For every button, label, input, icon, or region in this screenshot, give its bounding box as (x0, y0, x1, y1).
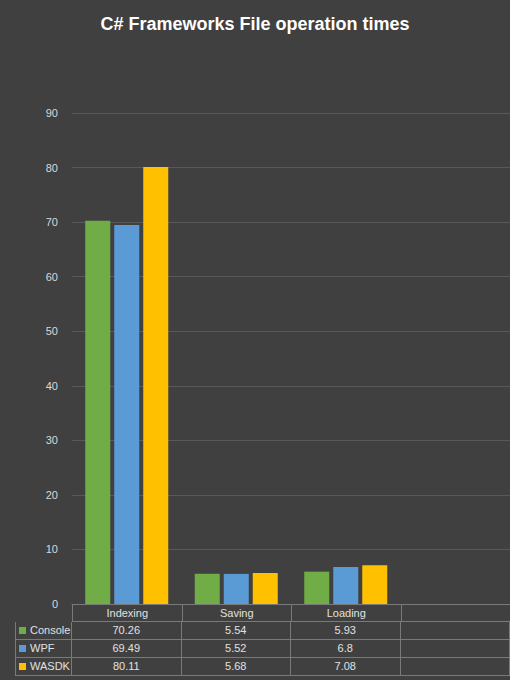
html-text:6.8: 6.8 (337, 642, 353, 654)
svg-text:C# Frameworks File operation t: C# Frameworks File operation times (100, 14, 409, 34)
html-text:5.68: 5.68 (225, 660, 247, 672)
html-text:Console: Console (30, 624, 71, 636)
svg-text:80: 80 (46, 162, 58, 174)
html-text:WASDK: WASDK (30, 660, 70, 672)
html-text:Loading: Loading (326, 607, 366, 619)
html-text:70.26: 70.26 (112, 624, 140, 636)
html-text:80.11: 80.11 (112, 660, 140, 672)
svg-text:70: 70 (46, 216, 58, 228)
html-text:Saving: Saving (219, 607, 254, 619)
svg-text:40: 40 (46, 380, 58, 392)
svg-text:60: 60 (46, 271, 58, 283)
html-text:5.93: 5.93 (334, 624, 356, 636)
svg-text:50: 50 (46, 325, 58, 337)
svg-text:20: 20 (46, 489, 58, 501)
svg-text:90: 90 (46, 107, 58, 119)
svg-text:10: 10 (46, 543, 58, 555)
html-text:WPF: WPF (30, 642, 55, 654)
svg-text:30: 30 (46, 434, 58, 446)
svg-text:0: 0 (52, 598, 58, 610)
html-text:Indexing: Indexing (106, 607, 148, 619)
html-text:7.08: 7.08 (334, 660, 356, 672)
html-text:69.49: 69.49 (112, 642, 140, 654)
html-text:5.52: 5.52 (225, 642, 247, 654)
html-text:5.54: 5.54 (225, 624, 247, 636)
